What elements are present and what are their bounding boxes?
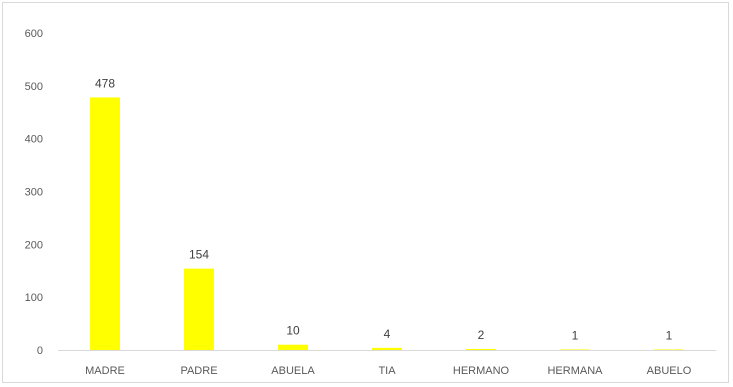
y-tick-label: 300 (25, 187, 43, 199)
bar-abuelo (654, 349, 684, 350)
data-label-hermano: 2 (478, 328, 485, 342)
y-tick-label: 400 (25, 134, 43, 146)
category-label-madre: MADRE (85, 365, 125, 377)
category-label-abuela: ABUELA (271, 365, 315, 377)
bar-hermano (466, 348, 496, 350)
data-label-madre: 478 (95, 76, 115, 90)
bar-madre (90, 97, 120, 350)
bar-abuela (278, 344, 308, 350)
chart-frame (2, 2, 729, 383)
data-label-abuela: 10 (286, 324, 300, 338)
data-label-tia: 4 (384, 327, 391, 341)
category-label-hermano: HERMANO (453, 365, 510, 377)
data-label-padre: 154 (189, 248, 209, 262)
data-label-hermana: 1 (572, 328, 579, 342)
bar-padre (184, 268, 214, 350)
category-label-hermana: HERMANA (547, 365, 603, 377)
y-tick-label: 600 (25, 28, 43, 40)
category-label-abuelo: ABUELO (647, 365, 692, 377)
bar-tia (372, 347, 402, 350)
y-tick-label: 100 (25, 292, 43, 304)
category-labels: MADRE PADRE ABUELA TIA HERMANO HERMANA ABUELO (85, 365, 692, 377)
bars (90, 97, 684, 350)
category-label-tia: TIA (378, 365, 396, 377)
y-tick-label: 500 (25, 81, 43, 93)
data-labels: 478 154 10 4 2 1 1 (95, 76, 673, 342)
data-label-abuelo: 1 (666, 328, 673, 342)
y-tick-label: 200 (25, 239, 43, 251)
y-tick-label: 0 (37, 345, 43, 357)
bar-hermana (560, 349, 590, 350)
y-axis-ticks: 0 100 200 300 400 500 600 (25, 28, 43, 357)
category-label-padre: PADRE (180, 365, 217, 377)
